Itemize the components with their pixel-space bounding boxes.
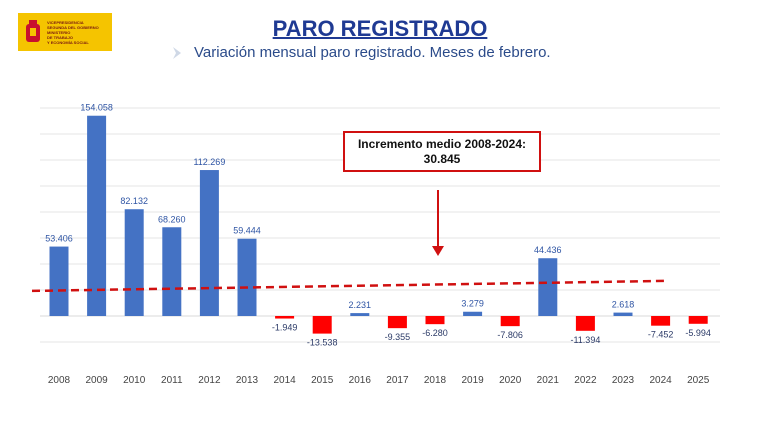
bar-2012 bbox=[199, 170, 219, 316]
x-tick-label-2013: 2013 bbox=[236, 375, 259, 386]
bar-2025 bbox=[688, 316, 708, 324]
x-tick-label-2021: 2021 bbox=[537, 375, 560, 386]
annotation-line-2: 30.845 bbox=[423, 152, 461, 166]
bar-2019 bbox=[463, 311, 483, 316]
bar-2020 bbox=[500, 316, 520, 327]
data-label-2017: -9.355 bbox=[385, 332, 411, 342]
data-label-2008: 53.406 bbox=[45, 234, 73, 244]
bar-2015 bbox=[312, 316, 332, 334]
data-label-2019: 3.279 bbox=[461, 299, 484, 309]
data-label-2009: 154.058 bbox=[80, 103, 113, 113]
x-tick-label-2018: 2018 bbox=[424, 375, 447, 386]
annotation-line-1: Incremento medio 2008-2024: bbox=[357, 137, 527, 151]
x-tick-label-2024: 2024 bbox=[649, 375, 672, 386]
coat-of-arms-icon bbox=[26, 20, 40, 42]
x-tick-label-2022: 2022 bbox=[574, 375, 597, 386]
data-label-2024: -7.452 bbox=[648, 330, 674, 340]
data-label-2018: -6.280 bbox=[422, 328, 448, 338]
data-label-2020: -7.806 bbox=[497, 330, 523, 340]
x-tick-label-2008: 2008 bbox=[48, 375, 71, 386]
x-tick-label-2009: 2009 bbox=[85, 375, 108, 386]
average-annotation-box: Incremento medio 2008-2024: 30.845 bbox=[343, 131, 541, 172]
bar-2023 bbox=[613, 312, 633, 316]
x-tick-label-2011: 2011 bbox=[161, 375, 183, 386]
x-tick-label-2023: 2023 bbox=[612, 375, 635, 386]
page-title: PARO REGISTRADO bbox=[272, 16, 488, 41]
chevron-right-icon bbox=[173, 46, 181, 59]
bar-2024 bbox=[651, 316, 671, 326]
x-tick-label-2010: 2010 bbox=[123, 375, 146, 386]
data-label-2010: 82.132 bbox=[120, 196, 148, 206]
x-tick-label-2019: 2019 bbox=[461, 375, 484, 386]
data-label-2022: -11.394 bbox=[570, 335, 600, 345]
bar-2011 bbox=[162, 227, 182, 316]
bar-2018 bbox=[425, 316, 445, 325]
x-tick-label-2012: 2012 bbox=[198, 375, 221, 386]
data-label-2014: -1.949 bbox=[272, 323, 298, 333]
data-label-2015: -13.538 bbox=[307, 338, 338, 348]
data-label-2013: 59.444 bbox=[233, 226, 261, 236]
logo-text: VICEPRESIDENCIA SEGUNDA DEL GOBIERNO MIN… bbox=[47, 19, 99, 45]
bar-2017 bbox=[387, 316, 407, 329]
bar-2014 bbox=[275, 316, 295, 319]
bar-2021 bbox=[538, 258, 558, 316]
x-tick-label-2020: 2020 bbox=[499, 375, 522, 386]
x-tick-label-2025: 2025 bbox=[687, 375, 710, 386]
x-tick-label-2016: 2016 bbox=[349, 375, 372, 386]
annotation-arrow-head bbox=[432, 246, 444, 256]
data-label-2025: -5.994 bbox=[685, 328, 711, 338]
x-tick-label-2014: 2014 bbox=[273, 375, 296, 386]
data-label-2021: 44.436 bbox=[534, 245, 562, 255]
bar-2013 bbox=[237, 238, 257, 316]
data-label-2012: 112.269 bbox=[193, 157, 225, 167]
bar-2009 bbox=[87, 115, 107, 316]
average-dashed-line bbox=[31, 279, 667, 293]
x-tick-label-2017: 2017 bbox=[386, 375, 409, 386]
data-label-2023: 2.618 bbox=[612, 300, 635, 310]
bar-2008 bbox=[49, 246, 69, 316]
chart-subtitle: Variación mensual paro registrado. Meses… bbox=[194, 44, 551, 61]
bar-2022 bbox=[575, 316, 595, 331]
subtitle-row: Variación mensual paro registrado. Meses… bbox=[170, 44, 551, 61]
government-logo: VICEPRESIDENCIA SEGUNDA DEL GOBIERNO MIN… bbox=[18, 13, 112, 51]
x-tick-label-2015: 2015 bbox=[311, 375, 334, 386]
data-label-2016: 2.231 bbox=[349, 300, 372, 310]
data-label-2011: 68.260 bbox=[158, 214, 186, 224]
bar-2010 bbox=[124, 209, 144, 316]
bar-2016 bbox=[350, 313, 370, 316]
